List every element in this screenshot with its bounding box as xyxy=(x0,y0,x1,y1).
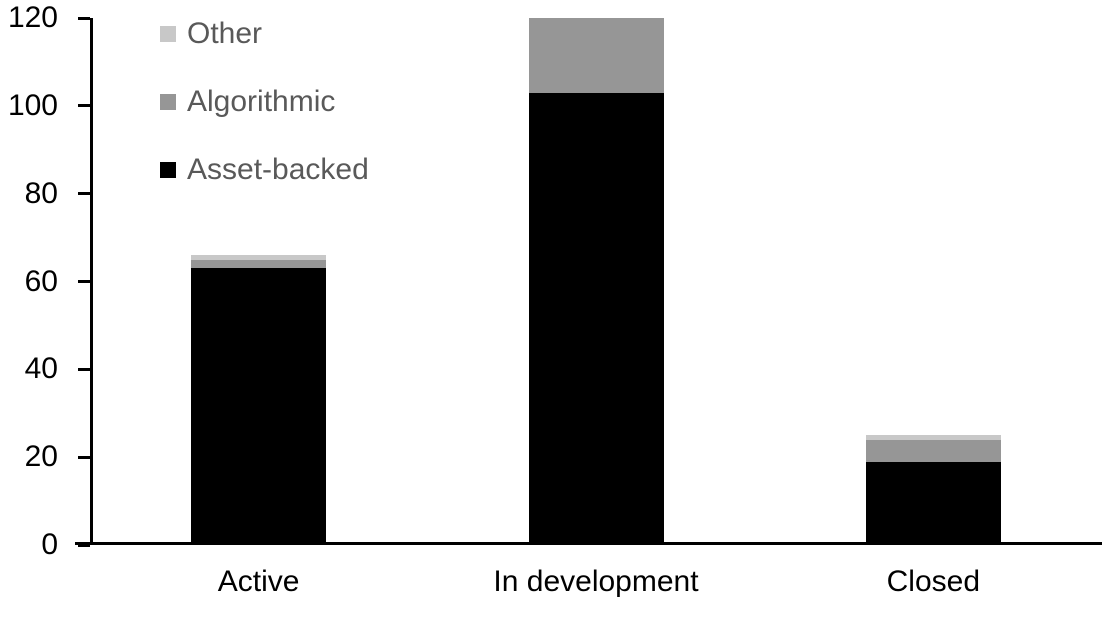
y-axis-tick xyxy=(78,104,90,108)
x-axis-category-label: Active xyxy=(217,565,300,598)
y-axis-tick xyxy=(78,543,90,547)
y-axis-tick xyxy=(78,367,90,371)
bar-segment-algorithmic-active xyxy=(191,259,326,269)
y-axis-tick-label: 40 xyxy=(24,352,58,386)
y-axis-tick-label: 100 xyxy=(7,88,58,122)
bar-segment-algorithmic-closed xyxy=(866,439,1001,462)
y-axis-line xyxy=(90,18,93,545)
legend-item-asset-backed: Asset-backed xyxy=(160,152,369,188)
bar-segment-asset-backed-active xyxy=(191,268,326,545)
y-axis-tick-label: 120 xyxy=(7,1,58,34)
x-axis-category-label: In development xyxy=(493,565,699,598)
legend-swatch-icon xyxy=(160,94,176,110)
plot-area xyxy=(90,18,1102,545)
y-axis-tick-label: 80 xyxy=(24,176,58,210)
y-axis-tick-label: 0 xyxy=(41,528,58,561)
bar-segment-asset-backed-closed xyxy=(866,461,1001,545)
bar-segment-other-closed xyxy=(866,435,1001,440)
legend-item-other: Other xyxy=(160,16,262,52)
y-axis-tick-label: 60 xyxy=(24,264,58,298)
bar-segment-other-active xyxy=(191,255,326,260)
bar-segment-asset-backed-in-development xyxy=(529,92,664,545)
y-axis-tick-label: 20 xyxy=(24,440,58,474)
legend-label: Algorithmic xyxy=(187,85,336,118)
legend-swatch-icon xyxy=(160,162,176,178)
legend-label: Asset-backed xyxy=(187,153,369,186)
legend-swatch-icon xyxy=(160,26,176,42)
y-axis-tick xyxy=(78,455,90,459)
x-axis-category-label: Closed xyxy=(886,565,981,598)
legend-item-algorithmic: Algorithmic xyxy=(160,84,335,120)
bar-segment-algorithmic-in-development xyxy=(529,18,664,93)
y-axis-tick xyxy=(78,16,90,20)
y-axis-tick xyxy=(78,280,90,283)
legend-label: Other xyxy=(187,17,263,50)
y-axis-tick xyxy=(78,192,90,196)
